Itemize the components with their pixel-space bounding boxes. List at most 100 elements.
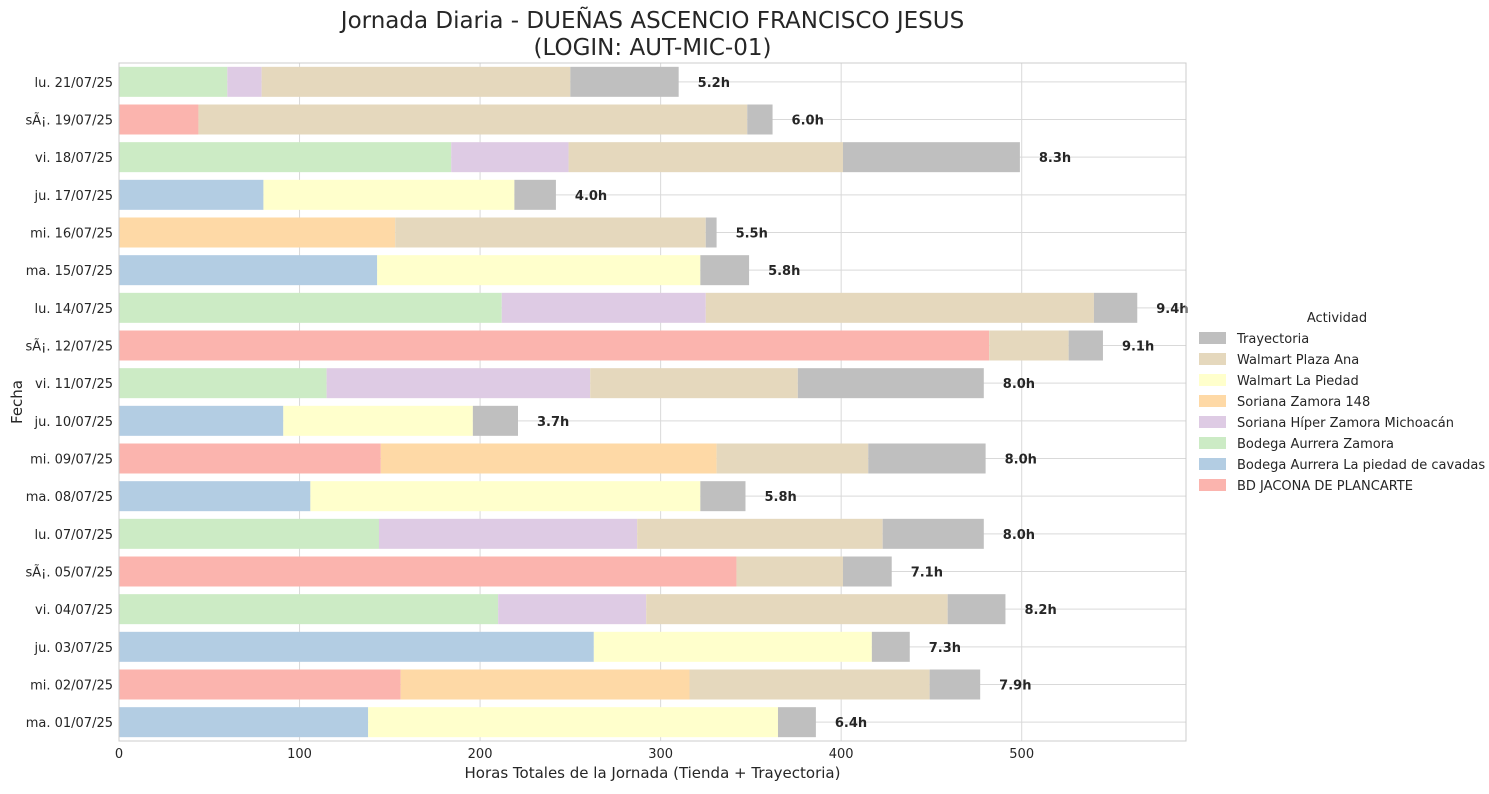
chart-title-line: (LOGIN: AUT-MIC-01): [534, 35, 772, 61]
bar-segment: [700, 481, 746, 512]
bar-segment: [842, 556, 892, 587]
bar-segment: [501, 292, 706, 323]
bar-total-label: 5.2h: [698, 76, 730, 91]
bar-segment: [700, 255, 750, 286]
legend-swatch: [1199, 374, 1226, 386]
bar-total-label: 8.3h: [1039, 151, 1071, 166]
bar-segment: [882, 518, 984, 549]
legend-swatch: [1199, 416, 1226, 428]
legend-label: BD JACONA DE PLANCARTE: [1237, 479, 1413, 494]
y-tick-label: ma. 08/07/25: [26, 490, 113, 505]
bar-segment: [119, 669, 401, 700]
legend-label: Trayectoria: [1236, 332, 1309, 347]
bars: 5.2h 6.0h 8.3h 4.0h 5.5h 5.8h 9.4h 9.1h 8.0h 3.7h…: [119, 66, 1189, 738]
bar-segment: [1093, 292, 1138, 323]
bar-segment: [198, 104, 748, 135]
legend-label: Walmart Plaza Ana: [1237, 353, 1359, 368]
bar-segment: [593, 631, 872, 662]
x-tick-label: 100: [287, 747, 312, 762]
bar-segment: [119, 405, 284, 436]
y-tick-label: vi. 11/07/25: [35, 377, 113, 392]
bar-segment: [119, 368, 327, 399]
bar-segment: [716, 443, 869, 474]
bar-segment: [451, 142, 569, 173]
plot-frame: [118, 62, 1187, 742]
bar-segment: [310, 481, 701, 512]
bar-segment: [590, 368, 798, 399]
bar-segment: [989, 330, 1069, 361]
bar-segment: [119, 104, 199, 135]
bar-segment: [326, 368, 591, 399]
y-tick-label: sÃ¡. 05/07/25: [25, 565, 113, 581]
x-tick-label: 400: [829, 747, 854, 762]
bar-segment: [119, 518, 379, 549]
legend-title: Actividad: [1307, 311, 1367, 326]
legend-label: Walmart La Piedad: [1237, 374, 1359, 389]
bar-segment: [472, 405, 518, 436]
bar-segment: [868, 443, 986, 474]
bar-segment: [119, 255, 378, 286]
bar-segment: [261, 66, 571, 97]
x-tick-label: 0: [115, 747, 123, 762]
legend-swatch: [1199, 395, 1226, 407]
bar-segment: [227, 66, 262, 97]
bar-segment: [119, 631, 594, 662]
bar-segment: [736, 556, 843, 587]
plot-area: [119, 63, 1186, 741]
bar-segment: [871, 631, 910, 662]
y-axis-label: Fecha: [8, 380, 26, 424]
bar-total-label: 4.0h: [575, 189, 607, 204]
x-tick-labels: 0 100 200 300 400 500: [115, 747, 1034, 762]
y-tick-label: vi. 04/07/25: [35, 603, 113, 618]
bar-segment: [378, 518, 638, 549]
bar-segment: [380, 443, 717, 474]
bar-segment: [263, 179, 515, 210]
chart-title: Jornada Diaria - DUEÑAS ASCENCIO FRANCIS…: [339, 6, 964, 61]
bar-total-label: 5.8h: [764, 490, 796, 505]
bar-total-label: 5.8h: [768, 264, 800, 279]
bar-segment: [570, 66, 679, 97]
bar-segment: [283, 405, 473, 436]
legend-label: Soriana Zamora 148: [1237, 395, 1370, 410]
y-tick-labels: lu. 21/07/25 sÃ¡. 19/07/25 vi. 18/07/25 ju.…: [25, 76, 113, 731]
bar-segment: [119, 707, 369, 738]
bar-total-label: 3.7h: [537, 415, 569, 430]
bar-segment: [797, 368, 984, 399]
chart-title-line: Jornada Diaria - DUEÑAS ASCENCIO FRANCIS…: [339, 6, 964, 34]
y-tick-label: ma. 01/07/25: [26, 716, 113, 731]
y-tick-label: mi. 02/07/25: [30, 679, 113, 694]
bar-total-label: 8.2h: [1024, 603, 1056, 618]
bar-segment: [705, 292, 1094, 323]
bar-segment: [514, 179, 556, 210]
bar-segment: [368, 707, 778, 738]
bar-total-label: 6.0h: [792, 114, 824, 129]
legend-label: Bodega Aurrera Zamora: [1237, 437, 1394, 452]
bar-segment: [119, 142, 452, 173]
bar-segment: [568, 142, 843, 173]
bar-total-label: 9.4h: [1156, 302, 1188, 317]
x-tick-label: 200: [468, 747, 493, 762]
legend-swatch: [1199, 353, 1226, 365]
bar-segment: [377, 255, 701, 286]
legend-label: Bodega Aurrera La piedad de cavadas: [1237, 458, 1485, 473]
bar-segment: [119, 217, 396, 248]
bar-total-label: 5.5h: [736, 227, 768, 242]
bar-segment: [395, 217, 706, 248]
y-tick-label: mi. 16/07/25: [30, 227, 113, 242]
y-tick-label: lu. 07/07/25: [34, 528, 113, 543]
y-tick-label: sÃ¡. 12/07/25: [25, 339, 113, 355]
legend-swatch: [1199, 479, 1226, 491]
bar-segment: [119, 66, 228, 97]
bar-segment: [929, 669, 981, 700]
x-tick-label: 500: [1009, 747, 1034, 762]
bar-total-label: 7.1h: [911, 566, 943, 581]
bar-segment: [119, 594, 499, 625]
y-tick-label: ju. 17/07/25: [33, 189, 113, 204]
y-tick-label: vi. 18/07/25: [35, 151, 113, 166]
bar-segment: [747, 104, 773, 135]
bar-segment: [637, 518, 883, 549]
bar-segment: [119, 179, 264, 210]
bar-segment: [947, 594, 1006, 625]
y-tick-label: sÃ¡. 19/07/25: [25, 113, 113, 129]
